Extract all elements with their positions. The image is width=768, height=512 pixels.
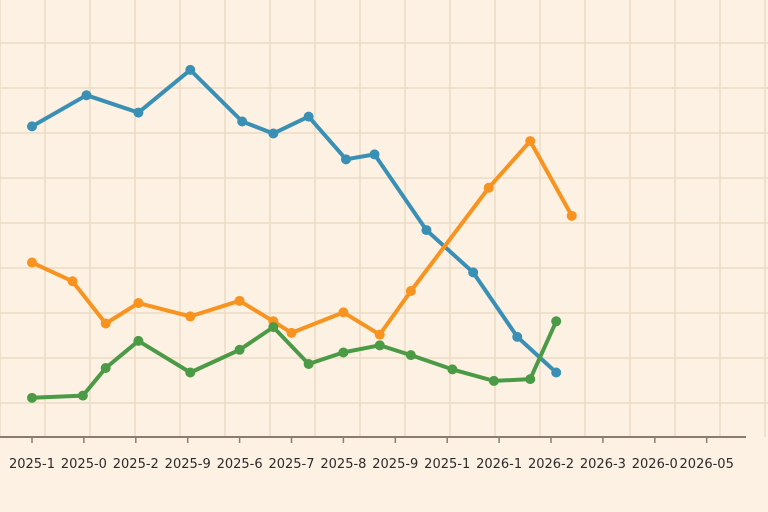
data-point	[286, 327, 297, 338]
series-group	[27, 64, 577, 403]
x-tick-label: 2026-2	[528, 457, 574, 472]
data-point	[268, 322, 279, 333]
data-point	[27, 121, 37, 132]
data-point	[566, 210, 577, 221]
data-point	[27, 392, 37, 403]
data-point	[374, 329, 385, 340]
data-point	[525, 136, 536, 147]
x-axis	[0, 436, 746, 443]
x-tick-label: 2025-0	[61, 457, 107, 472]
x-tick-label: 2025-8	[320, 457, 366, 472]
data-point	[77, 390, 88, 401]
data-point	[421, 225, 432, 236]
data-point	[374, 340, 385, 351]
x-tick-label: 2026-3	[580, 457, 626, 472]
data-point	[405, 286, 416, 297]
data-point	[100, 318, 111, 329]
x-tick-label: 2025-9	[372, 457, 418, 472]
x-tick-label: 2025-1	[9, 457, 55, 472]
data-point	[234, 344, 245, 355]
data-point	[488, 375, 499, 386]
data-point	[525, 374, 536, 385]
data-point	[185, 64, 196, 75]
series-3	[27, 316, 562, 403]
data-point	[551, 316, 562, 327]
x-tick-label: 2025-7	[268, 457, 314, 472]
data-point	[338, 307, 349, 318]
data-point	[303, 111, 314, 122]
data-point	[185, 311, 196, 322]
data-point	[133, 298, 144, 309]
data-point	[234, 295, 245, 306]
data-point	[133, 335, 144, 346]
data-point	[551, 367, 562, 378]
data-point	[483, 182, 494, 193]
data-point	[340, 154, 351, 165]
data-point	[100, 363, 111, 374]
series-1	[27, 64, 562, 378]
x-tick-label: 2026-0	[632, 457, 678, 472]
x-tick-label: 2025-6	[217, 457, 263, 472]
series-1-line	[30, 67, 559, 375]
data-point	[405, 350, 416, 361]
data-point	[81, 90, 92, 101]
x-tick-label: 2026-05	[680, 457, 734, 472]
data-point	[237, 116, 248, 127]
x-tick-label: 2026-1	[476, 457, 522, 472]
data-point	[27, 257, 37, 268]
x-tick-label: 2025-1	[424, 457, 470, 472]
data-point	[67, 276, 78, 287]
x-tick-label: 2025-9	[165, 457, 211, 472]
data-point	[268, 128, 279, 139]
x-tick-labels: 2025-1 2025-0 2025-2 2025-9 2025-6 2025-7 2025…	[9, 457, 734, 472]
data-point	[369, 149, 380, 160]
data-point	[468, 267, 479, 278]
grid	[0, 0, 768, 437]
series-2	[27, 136, 577, 340]
data-point	[512, 331, 523, 342]
series-2-line	[30, 139, 574, 337]
data-point	[303, 359, 314, 370]
data-point	[447, 364, 458, 375]
data-point	[133, 107, 144, 118]
data-point	[185, 367, 196, 378]
data-point	[338, 347, 349, 358]
x-tick-label: 2025-2	[113, 457, 159, 472]
